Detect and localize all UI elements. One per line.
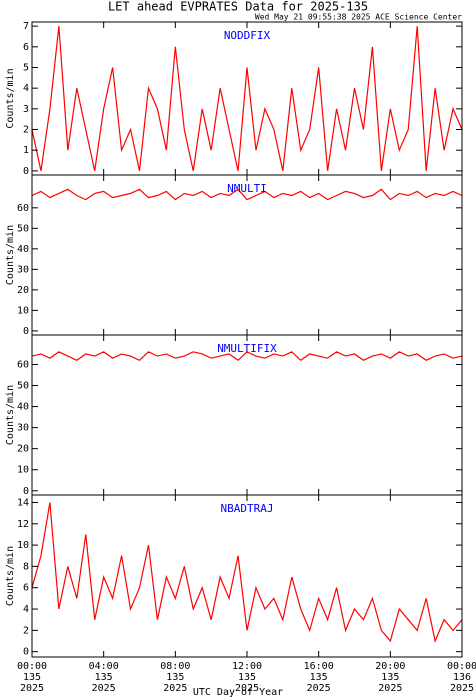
- x-tick-label: 00:00: [17, 661, 47, 672]
- x-tick-label: 2025: [450, 683, 474, 694]
- data-line: [31, 188, 463, 201]
- y-tick-label: 8: [23, 561, 29, 572]
- y-tick-label: 0: [23, 647, 29, 658]
- x-tick-label: 135: [23, 672, 41, 683]
- panel-label: NMULTI: [227, 182, 267, 195]
- y-tick-label: 1: [23, 145, 29, 156]
- y-tick-label: 14: [17, 497, 29, 508]
- x-tick-label: 2025: [163, 683, 187, 694]
- y-tick-label: 10: [17, 465, 29, 476]
- x-tick-label: 2025: [235, 683, 259, 694]
- x-tick-label: 2025: [92, 683, 116, 694]
- y-tick-label: 3: [23, 104, 29, 115]
- x-tick-label: 2025: [20, 683, 44, 694]
- x-tick-label: 135: [381, 672, 399, 683]
- plot-frame: [31, 21, 463, 176]
- y-tick-label: 12: [17, 519, 29, 530]
- y-tick-label: 0: [23, 166, 29, 177]
- x-tick-label: 135: [166, 672, 184, 683]
- y-tick-label: 50: [17, 223, 29, 234]
- y-tick-label: 0: [23, 326, 29, 337]
- y-axis-label: Counts/min: [5, 385, 16, 445]
- data-line: [31, 502, 463, 644]
- y-tick-label: 50: [17, 381, 29, 392]
- y-axis-label: Counts/min: [5, 225, 16, 285]
- y-tick-label: 10: [17, 540, 29, 551]
- panel-label: NMULTIFIX: [217, 342, 277, 355]
- y-tick-label: 30: [17, 264, 29, 275]
- y-tick-label: 10: [17, 305, 29, 316]
- x-tick-label: 136: [453, 672, 471, 683]
- panel-label: NODDFIX: [224, 29, 271, 42]
- y-tick-label: 20: [17, 444, 29, 455]
- y-tick-label: 2: [23, 125, 29, 136]
- y-axis-label: Counts/min: [5, 68, 16, 128]
- x-tick-label: 20:00: [375, 661, 405, 672]
- x-tick-label: 135: [310, 672, 328, 683]
- y-tick-label: 60: [17, 359, 29, 370]
- y-tick-label: 5: [23, 62, 29, 73]
- x-tick-label: 04:00: [89, 661, 119, 672]
- chart-subtitle: Wed May 21 09:55:38 2025 ACE Science Cen…: [255, 13, 462, 22]
- chart-title: LET ahead EVPRATES Data for 2025-135: [108, 0, 368, 14]
- x-tick-label: 08:00: [160, 661, 190, 672]
- x-tick-label: 2025: [307, 683, 331, 694]
- y-tick-label: 40: [17, 402, 29, 413]
- x-tick-label: 2025: [378, 683, 402, 694]
- data-line: [31, 26, 463, 171]
- x-tick-label: 135: [95, 672, 113, 683]
- y-tick-label: 0: [23, 486, 29, 497]
- y-tick-label: 4: [23, 83, 29, 94]
- y-tick-label: 6: [23, 583, 29, 594]
- x-tick-label: 135: [238, 672, 256, 683]
- y-tick-label: 4: [23, 604, 29, 615]
- y-tick-label: 60: [17, 203, 29, 214]
- y-axis-label: Counts/min: [5, 546, 16, 606]
- y-tick-label: 2: [23, 625, 29, 636]
- x-tick-label: 16:00: [304, 661, 334, 672]
- y-tick-label: 20: [17, 285, 29, 296]
- y-tick-label: 7: [23, 21, 29, 32]
- data-line: [31, 351, 463, 362]
- plot-frame: [31, 494, 463, 658]
- y-tick-label: 40: [17, 244, 29, 255]
- plot-frame: [31, 334, 463, 496]
- panel-label: NBADTRAJ: [221, 502, 274, 515]
- y-tick-label: 30: [17, 423, 29, 434]
- x-tick-label: 00:00: [447, 661, 476, 672]
- x-axis-label: UTC Day of Year: [193, 687, 283, 698]
- x-tick-label: 12:00: [232, 661, 262, 672]
- y-tick-label: 6: [23, 42, 29, 53]
